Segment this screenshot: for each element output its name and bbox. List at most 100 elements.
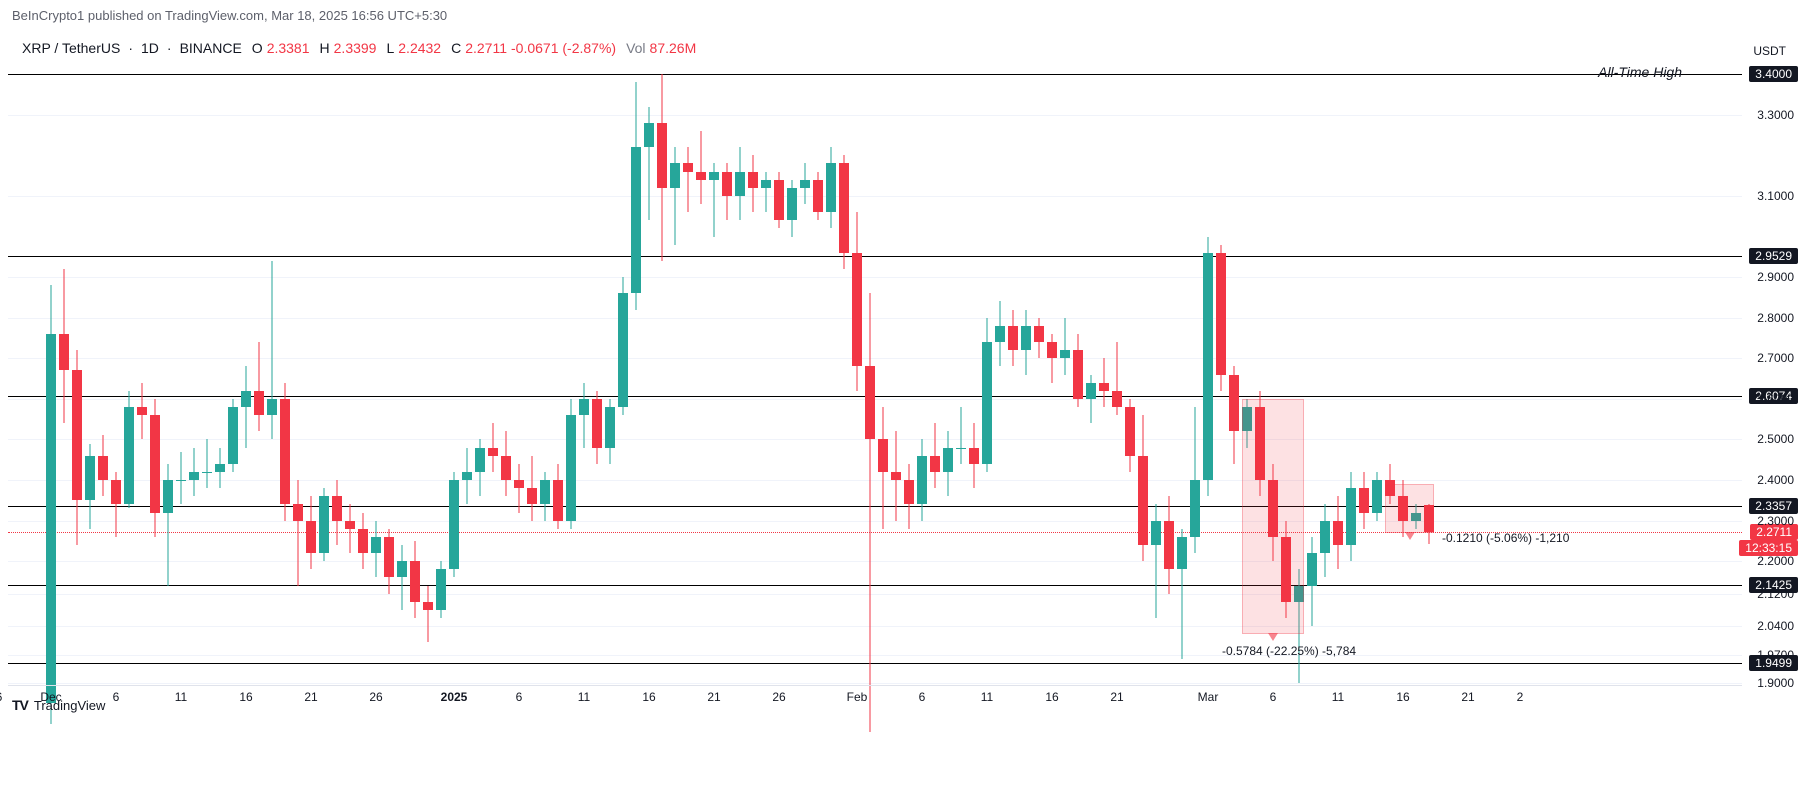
- candle[interactable]: [1021, 310, 1031, 375]
- candle[interactable]: [748, 155, 758, 212]
- candle[interactable]: [696, 131, 706, 204]
- candle[interactable]: [176, 452, 186, 505]
- candle[interactable]: [865, 293, 875, 731]
- candle[interactable]: [683, 147, 693, 212]
- candle[interactable]: [462, 448, 472, 505]
- candle[interactable]: [774, 172, 784, 229]
- candle[interactable]: [527, 456, 537, 521]
- candle[interactable]: [761, 172, 771, 213]
- candle[interactable]: [1229, 366, 1239, 463]
- candle[interactable]: [1060, 318, 1070, 375]
- candle[interactable]: [514, 464, 524, 513]
- candle[interactable]: [826, 147, 836, 228]
- candle[interactable]: [878, 407, 888, 529]
- candle[interactable]: [59, 269, 69, 423]
- candle[interactable]: [813, 172, 823, 221]
- candle[interactable]: [1333, 496, 1343, 569]
- candle[interactable]: [319, 488, 329, 561]
- candle[interactable]: [800, 163, 810, 204]
- candle[interactable]: [722, 163, 732, 220]
- candle[interactable]: [1216, 245, 1226, 391]
- candle[interactable]: [1359, 472, 1369, 529]
- candle[interactable]: [1177, 529, 1187, 659]
- candle[interactable]: [384, 529, 394, 594]
- candle[interactable]: [1203, 237, 1213, 497]
- candle[interactable]: [839, 155, 849, 269]
- candle[interactable]: [1008, 310, 1018, 367]
- candle[interactable]: [618, 277, 628, 415]
- candle[interactable]: [1151, 504, 1161, 618]
- candle[interactable]: [852, 212, 862, 391]
- candle[interactable]: [644, 107, 654, 221]
- candle[interactable]: [46, 285, 56, 723]
- candle[interactable]: [787, 180, 797, 237]
- candle[interactable]: [202, 439, 212, 488]
- candle[interactable]: [891, 431, 901, 520]
- candle[interactable]: [995, 301, 1005, 366]
- candle[interactable]: [1372, 472, 1382, 521]
- candle[interactable]: [579, 383, 589, 448]
- candle[interactable]: [475, 439, 485, 496]
- candle[interactable]: [124, 391, 134, 509]
- candle[interactable]: [1086, 375, 1096, 424]
- candle[interactable]: [1190, 407, 1200, 553]
- candle[interactable]: [163, 464, 173, 586]
- candle[interactable]: [1125, 399, 1135, 472]
- candle[interactable]: [605, 399, 615, 464]
- candle[interactable]: [930, 423, 940, 488]
- candle[interactable]: [98, 435, 108, 496]
- candle[interactable]: [670, 147, 680, 244]
- candle[interactable]: [943, 431, 953, 496]
- candle[interactable]: [1099, 358, 1109, 407]
- candle[interactable]: [332, 480, 342, 545]
- candle[interactable]: [1320, 504, 1330, 577]
- candle[interactable]: [306, 496, 316, 569]
- candle[interactable]: [540, 472, 550, 521]
- candle[interactable]: [345, 504, 355, 553]
- measurement-box[interactable]: [1242, 399, 1304, 634]
- candle[interactable]: [501, 431, 511, 496]
- candle[interactable]: [410, 541, 420, 618]
- candle[interactable]: [137, 383, 147, 440]
- candle[interactable]: [85, 444, 95, 529]
- candle[interactable]: [904, 464, 914, 529]
- candle[interactable]: [150, 399, 160, 537]
- candle[interactable]: [1047, 334, 1057, 383]
- candle[interactable]: [397, 545, 407, 610]
- candle[interactable]: [1346, 472, 1356, 561]
- candle[interactable]: [488, 423, 498, 472]
- candle[interactable]: [189, 448, 199, 497]
- candle[interactable]: [436, 561, 446, 618]
- candle[interactable]: [358, 513, 368, 570]
- candle[interactable]: [566, 399, 576, 529]
- candle[interactable]: [553, 464, 563, 529]
- candle[interactable]: [631, 82, 641, 309]
- candle[interactable]: [1112, 342, 1122, 415]
- candle[interactable]: [371, 521, 381, 578]
- candle[interactable]: [982, 318, 992, 472]
- chart-area[interactable]: 3.4000All-Time High2.95292.60742.33572.1…: [8, 62, 1742, 683]
- candle[interactable]: [228, 399, 238, 472]
- candle[interactable]: [1138, 415, 1148, 561]
- candle[interactable]: [917, 439, 927, 520]
- candle[interactable]: [657, 74, 667, 261]
- candle[interactable]: [215, 448, 225, 489]
- candle[interactable]: [1164, 496, 1174, 593]
- candle[interactable]: [254, 342, 264, 431]
- candle[interactable]: [72, 350, 82, 545]
- measurement-box[interactable]: [1385, 484, 1434, 533]
- candle[interactable]: [1307, 537, 1317, 626]
- candle[interactable]: [267, 261, 277, 440]
- candle[interactable]: [449, 472, 459, 578]
- candle[interactable]: [280, 383, 290, 521]
- candle[interactable]: [969, 423, 979, 488]
- candle[interactable]: [423, 586, 433, 643]
- candle[interactable]: [1034, 318, 1044, 359]
- candle[interactable]: [956, 407, 966, 464]
- candle[interactable]: [709, 163, 719, 236]
- candle[interactable]: [592, 391, 602, 464]
- candle[interactable]: [241, 366, 251, 447]
- candle[interactable]: [293, 480, 303, 586]
- candle[interactable]: [735, 147, 745, 220]
- candle[interactable]: [111, 472, 121, 537]
